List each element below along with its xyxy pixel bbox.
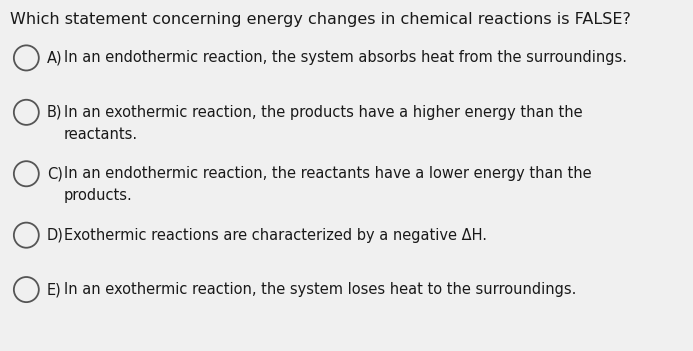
Text: In an exothermic reaction, the system loses heat to the surroundings.: In an exothermic reaction, the system lo… xyxy=(64,282,576,297)
Text: A): A) xyxy=(47,51,63,65)
Text: In an exothermic reaction, the products have a higher energy than the: In an exothermic reaction, the products … xyxy=(64,105,582,120)
Text: Which statement concerning energy changes in chemical reactions is FALSE?: Which statement concerning energy change… xyxy=(10,12,631,27)
Text: reactants.: reactants. xyxy=(64,127,138,141)
Text: B): B) xyxy=(47,105,62,120)
Text: In an endothermic reaction, the system absorbs heat from the surroundings.: In an endothermic reaction, the system a… xyxy=(64,51,626,65)
Text: D): D) xyxy=(47,228,64,243)
Text: E): E) xyxy=(47,282,62,297)
Text: products.: products. xyxy=(64,188,132,203)
Text: Exothermic reactions are characterized by a negative ΔH.: Exothermic reactions are characterized b… xyxy=(64,228,486,243)
Text: C): C) xyxy=(47,166,63,181)
Text: In an endothermic reaction, the reactants have a lower energy than the: In an endothermic reaction, the reactant… xyxy=(64,166,591,181)
